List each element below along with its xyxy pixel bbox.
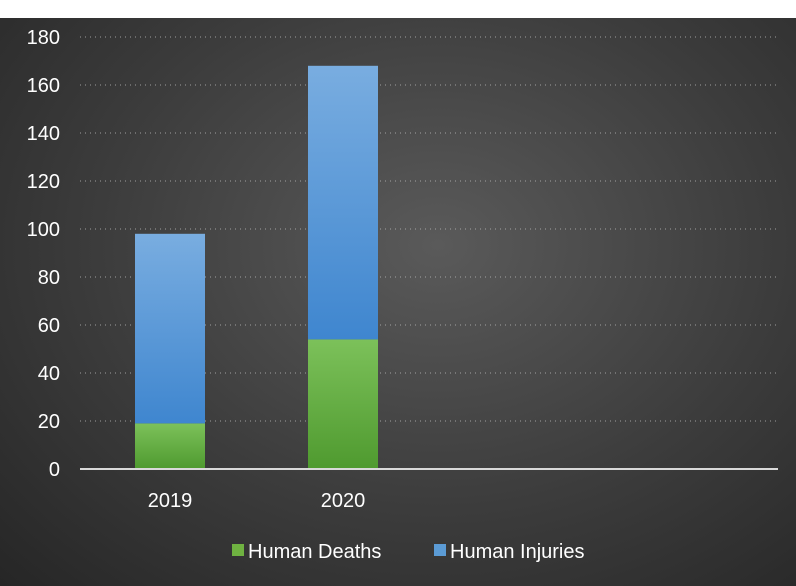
y-tick-label: 40 — [38, 363, 60, 385]
legend-label: Human Deaths — [248, 541, 381, 563]
top-strip — [0, 0, 796, 18]
y-tick-label: 140 — [27, 123, 60, 145]
y-axis-ticks: 0 20 40 60 80 100 120 140 160 180 — [27, 27, 60, 481]
bar-human-injuries-2019 — [135, 233, 205, 424]
x-axis-ticks: 2019 2020 — [148, 490, 366, 512]
legend-swatch — [232, 544, 244, 556]
legend-label: Human Injuries — [450, 541, 585, 563]
y-tick-label: 20 — [38, 411, 60, 433]
x-tick-label: 2020 — [321, 490, 366, 512]
legend-swatch — [434, 544, 446, 556]
legend: Human Deaths Human Injuries — [232, 541, 585, 563]
bar-human-injuries-2020 — [308, 65, 378, 340]
y-tick-label: 80 — [38, 267, 60, 289]
y-tick-label: 180 — [27, 27, 60, 49]
y-tick-label: 120 — [27, 171, 60, 193]
bar-human-deaths-2020 — [308, 339, 378, 469]
stacked-bar-chart: 0 20 40 60 80 100 120 140 160 180 2019 2020 Human … — [27, 27, 778, 563]
y-tick-label: 160 — [27, 75, 60, 97]
y-tick-label: 100 — [27, 219, 60, 241]
bar-human-deaths-2019 — [135, 423, 205, 469]
x-tick-label: 2019 — [148, 490, 193, 512]
y-tick-label: 60 — [38, 315, 60, 337]
y-tick-label: 0 — [49, 459, 60, 481]
bars — [135, 65, 378, 469]
chart-area: 0 20 40 60 80 100 120 140 160 180 2019 2020 Human … — [0, 18, 796, 586]
